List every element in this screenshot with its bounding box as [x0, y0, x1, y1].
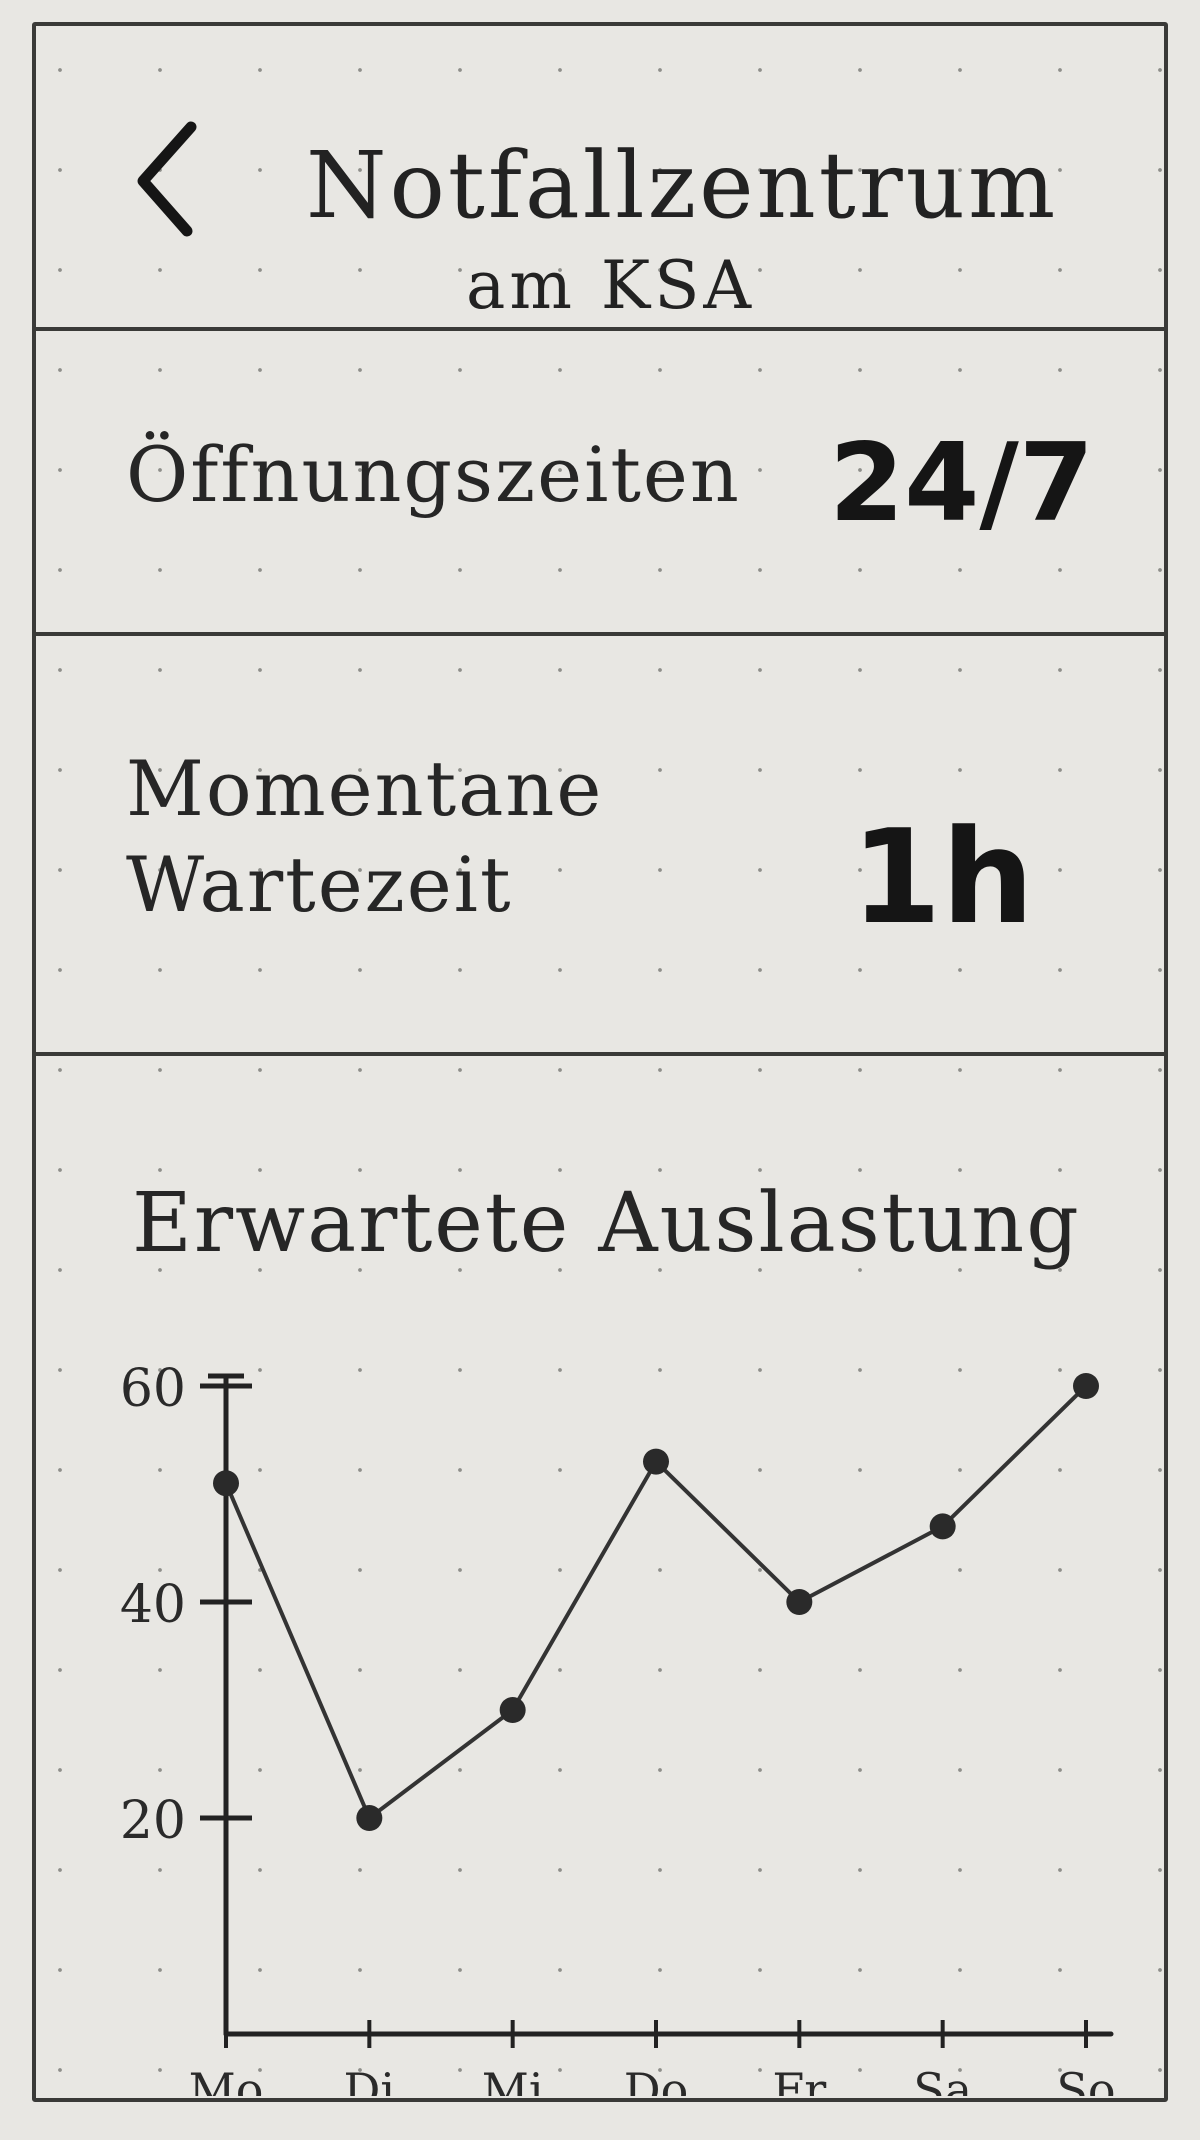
chart-title: Erwartete Auslastung	[132, 1176, 1081, 1271]
data-point	[929, 1513, 956, 1540]
occupancy-chart: 20 40 60 Mo Di Mi Do Fr Sa So	[120, 1359, 1116, 2096]
y-tick-label: 60	[120, 1359, 186, 1419]
data-point	[1073, 1373, 1099, 1399]
x-tick-label: Sa	[913, 2063, 972, 2096]
x-tick-label: Mo	[189, 2063, 264, 2096]
chevron-left-icon	[129, 119, 209, 243]
page-title: Notfallzentrum	[306, 132, 1059, 239]
phone-screen: Notfallzentrum am KSA Öffnungszeiten 24/…	[32, 22, 1168, 2102]
opening-hours-row: Öffnungszeiten 24/7	[36, 331, 1164, 636]
wait-time-value: 1h	[850, 801, 1034, 953]
page-subtitle: am KSA	[466, 247, 756, 324]
data-point	[356, 1805, 383, 1831]
y-tick-label: 20	[120, 1791, 186, 1851]
opening-hours-value: 24/7	[829, 421, 1094, 546]
wait-time-label: Momentane Wartezeit	[126, 744, 604, 929]
data-point	[786, 1589, 813, 1615]
data-point	[213, 1470, 239, 1497]
y-tick-label: 40	[120, 1575, 186, 1635]
x-tick-label: Do	[624, 2063, 689, 2096]
x-tick-label: Fr	[772, 2063, 826, 2096]
data-point	[499, 1697, 526, 1723]
back-button[interactable]	[114, 116, 224, 246]
occupancy-section: Erwartete Auslastung 20 40 60 Mo Di Mi Do Fr Sa S…	[36, 1056, 1164, 2102]
x-tick-label: So	[1056, 2063, 1115, 2096]
x-tick-label: Mi	[482, 2063, 544, 2096]
opening-hours-label: Öffnungszeiten	[126, 430, 741, 519]
app-header: Notfallzentrum am KSA	[36, 26, 1164, 331]
x-tick-label: Di	[344, 2063, 396, 2096]
wait-time-row: Momentane Wartezeit 1h	[36, 636, 1164, 1056]
data-point	[643, 1448, 669, 1475]
